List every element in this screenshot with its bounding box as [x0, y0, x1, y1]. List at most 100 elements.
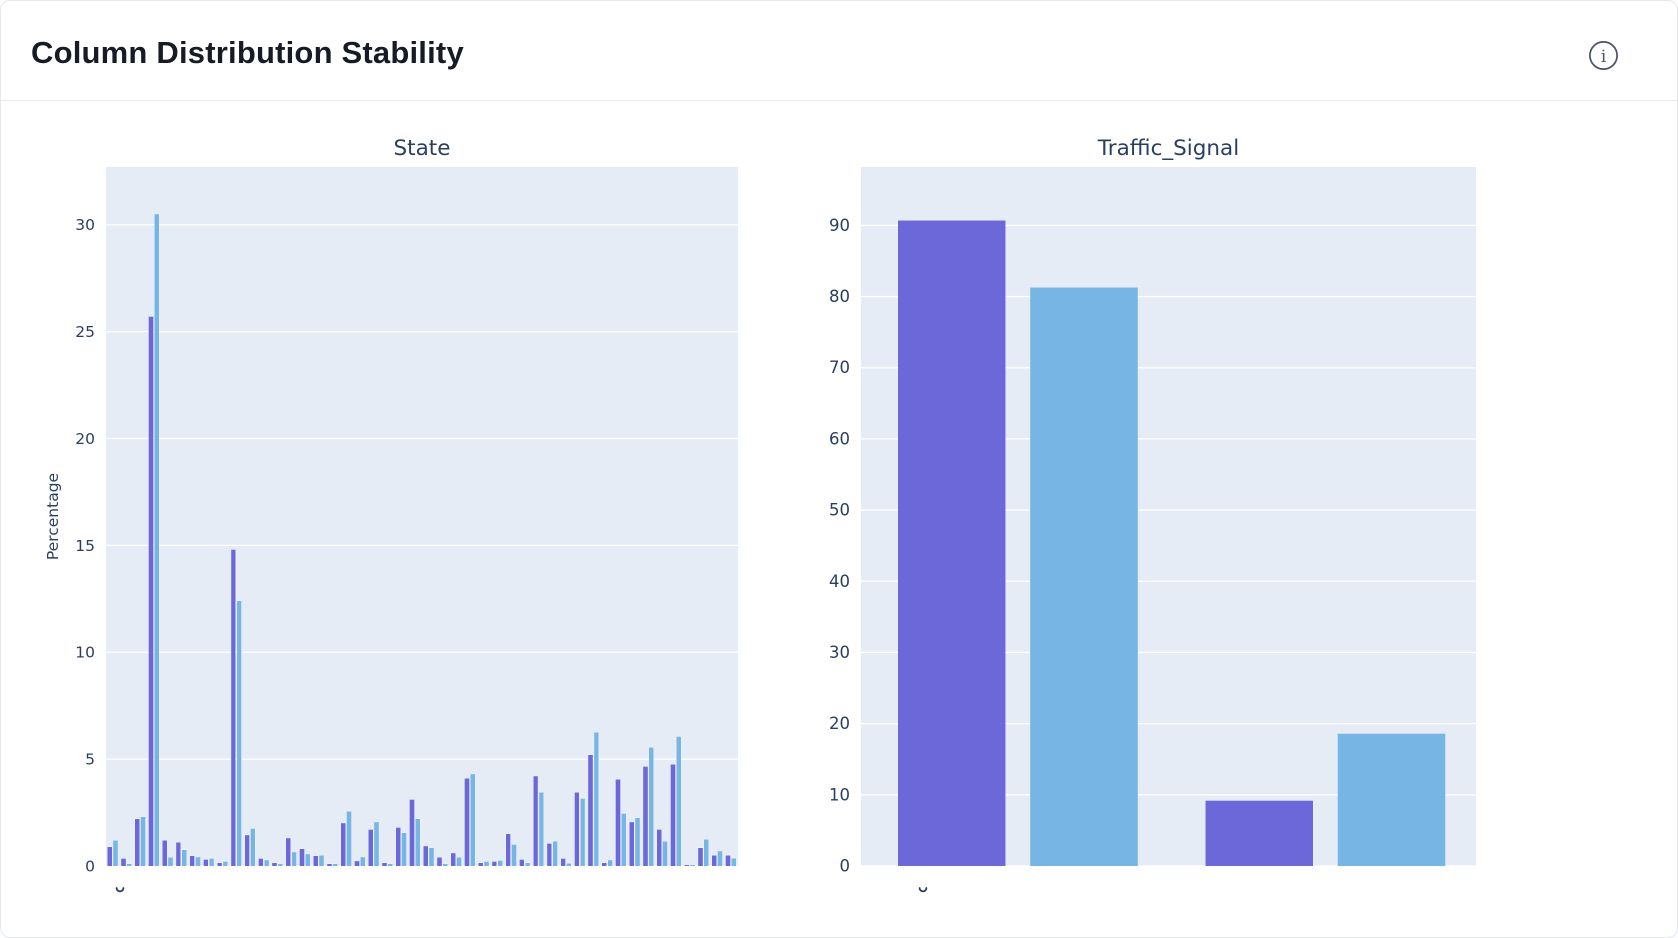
bar-series-blue[interactable] — [236, 600, 242, 867]
bar-series-purple[interactable] — [107, 846, 113, 867]
bar-series-purple[interactable] — [491, 861, 497, 867]
bar-series-blue[interactable] — [222, 861, 228, 867]
bar-series-blue[interactable] — [1337, 733, 1446, 867]
bar-series-blue[interactable] — [401, 832, 407, 867]
bar-series-blue[interactable] — [140, 816, 146, 867]
bar-series-purple[interactable] — [478, 862, 484, 867]
bar-series-blue[interactable] — [195, 856, 201, 867]
bar-series-blue[interactable] — [566, 863, 572, 867]
bar-series-blue[interactable] — [456, 857, 462, 867]
bar-series-purple[interactable] — [381, 862, 388, 867]
bar-series-purple[interactable] — [203, 859, 209, 867]
bar-series-blue[interactable] — [538, 792, 544, 867]
bar-series-purple[interactable] — [601, 862, 607, 867]
bar-series-purple[interactable] — [560, 858, 566, 867]
bar-series-blue[interactable] — [717, 850, 723, 867]
bar-series-blue[interactable] — [580, 798, 586, 867]
bar-series-purple[interactable] — [656, 829, 662, 867]
bar-series-purple[interactable] — [189, 855, 195, 867]
state-chart-canvas[interactable]: 0 5 10 15 20 25 30 State Percentage — [1, 109, 801, 921]
bar-series-purple[interactable] — [162, 840, 168, 867]
bar-series-blue[interactable] — [703, 839, 709, 867]
bar-series-blue[interactable] — [470, 773, 476, 867]
bar-series-blue[interactable] — [346, 811, 352, 867]
bar-series-purple[interactable] — [271, 862, 278, 867]
bar-series-purple[interactable] — [299, 848, 305, 867]
bar-series-blue[interactable] — [264, 859, 270, 867]
bar-series-purple[interactable] — [436, 857, 443, 867]
bar-series-blue[interactable] — [497, 860, 503, 867]
bar-series-blue[interactable] — [332, 863, 338, 867]
bar-series-blue[interactable] — [525, 862, 531, 867]
bar-series-blue[interactable] — [181, 849, 187, 867]
bar-series-purple[interactable] — [897, 220, 1006, 867]
bar-series-purple[interactable] — [368, 829, 374, 867]
bar-series-purple[interactable] — [574, 792, 580, 867]
bar-series-blue[interactable] — [731, 858, 737, 867]
bar-series-blue[interactable] — [209, 858, 215, 867]
bar-series-blue[interactable] — [387, 863, 393, 867]
bar-series-purple[interactable] — [519, 859, 525, 867]
bar-series-blue[interactable] — [428, 847, 435, 867]
bar-series-purple[interactable] — [340, 822, 346, 867]
bar-series-blue[interactable] — [360, 856, 366, 867]
bar-series-purple[interactable] — [354, 860, 360, 867]
bar-series-blue[interactable] — [483, 861, 490, 867]
info-button[interactable]: i — [1588, 40, 1619, 71]
bar-series-purple[interactable] — [134, 818, 140, 867]
bar-series-blue[interactable] — [689, 864, 696, 867]
bar-series-purple[interactable] — [464, 778, 470, 867]
bar-series-blue[interactable] — [607, 859, 613, 867]
bar-series-purple[interactable] — [587, 754, 594, 867]
bar-series-purple[interactable] — [546, 843, 552, 867]
bar-series-blue[interactable] — [167, 857, 174, 867]
bar-series-purple[interactable] — [423, 845, 429, 867]
bar-series-purple[interactable] — [409, 799, 415, 867]
bar-series-blue[interactable] — [305, 853, 311, 867]
bar-series-blue[interactable] — [552, 841, 558, 867]
bar-series-purple[interactable] — [313, 855, 319, 867]
bar-series-blue[interactable] — [676, 736, 682, 867]
bar-series-purple[interactable] — [230, 549, 236, 867]
bar-series-blue[interactable] — [621, 813, 627, 867]
bar-series-blue[interactable] — [250, 828, 256, 867]
bar-series-blue[interactable] — [442, 863, 448, 867]
bar-series-blue[interactable] — [1029, 287, 1138, 867]
bar-series-blue[interactable] — [634, 817, 641, 867]
bar-series-blue[interactable] — [511, 844, 517, 867]
bar-series-purple[interactable] — [629, 821, 635, 867]
bar-series-purple[interactable] — [244, 834, 250, 867]
bar-series-blue[interactable] — [648, 747, 654, 867]
bar-series-purple[interactable] — [684, 864, 690, 867]
bar-series-blue[interactable] — [415, 818, 421, 867]
bar-series-purple[interactable] — [450, 852, 456, 867]
bar-series-purple[interactable] — [326, 863, 333, 867]
bar-series-purple[interactable] — [533, 775, 539, 867]
traffic-signal-chart-canvas[interactable]: 0 10 20 30 40 50 60 70 80 90 Traffic_Signal — [809, 109, 1509, 921]
bar-series-purple[interactable] — [175, 842, 181, 867]
bar-series-blue[interactable] — [126, 863, 132, 867]
bar-series-purple[interactable] — [642, 766, 649, 867]
bar-series-blue[interactable] — [277, 863, 283, 867]
bar-series-blue[interactable] — [593, 732, 599, 867]
bar-series-purple[interactable] — [395, 827, 401, 867]
bar-series-purple[interactable] — [711, 855, 717, 867]
bar-series-purple[interactable] — [615, 779, 621, 867]
bar-series-purple[interactable] — [258, 858, 264, 867]
charts-row: 0 5 10 15 20 25 30 State Percentage 0 10 20 30 40 50 6… — [1, 101, 1677, 937]
bar-series-blue[interactable] — [154, 213, 160, 867]
bar-series-purple[interactable] — [285, 837, 291, 867]
bar-series-blue[interactable] — [318, 855, 325, 867]
bar-series-purple[interactable] — [697, 847, 704, 867]
bar-series-purple[interactable] — [120, 858, 127, 867]
bar-series-purple[interactable] — [148, 316, 154, 867]
bar-series-purple[interactable] — [217, 862, 223, 867]
bar-series-purple[interactable] — [725, 855, 731, 867]
bar-series-blue[interactable] — [112, 840, 119, 867]
bar-series-blue[interactable] — [373, 821, 380, 867]
bar-series-purple[interactable] — [1205, 800, 1314, 867]
bar-series-purple[interactable] — [670, 764, 676, 867]
bar-series-purple[interactable] — [505, 833, 511, 867]
bar-series-blue[interactable] — [291, 851, 297, 867]
bar-series-blue[interactable] — [662, 841, 668, 867]
